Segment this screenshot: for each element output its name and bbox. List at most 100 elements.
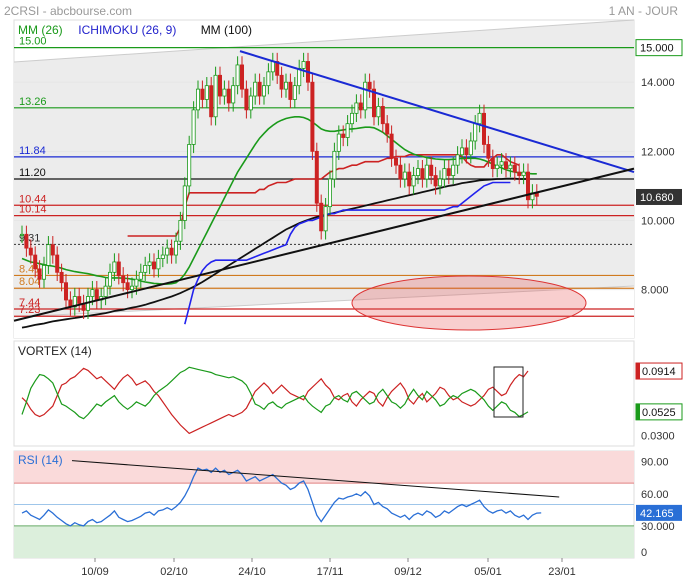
price-candle-body — [187, 144, 192, 187]
price-candle-body — [37, 268, 42, 280]
price-candle-body — [19, 233, 24, 236]
price-candle-body — [332, 150, 337, 180]
price-candle-body — [354, 102, 359, 114]
price-candle-body — [508, 164, 513, 170]
price-candle-body — [165, 247, 170, 256]
price-candle-body — [336, 133, 341, 152]
price-candle-body — [376, 106, 381, 118]
vortex-value-tag-swatch — [636, 403, 640, 420]
price-candle-body — [143, 265, 148, 273]
price-legend-item: MM (100) — [201, 23, 252, 37]
price-candle-body — [77, 296, 82, 304]
price-candle-body — [147, 261, 152, 266]
vortex-value-tag-label: 0.0914 — [642, 366, 676, 378]
last-price-label: 10.680 — [640, 192, 674, 204]
price-candle-body — [275, 61, 280, 76]
price-level-label: 11.20 — [19, 167, 46, 179]
price-candle-body — [424, 164, 429, 180]
x-axis-tick-label: 23/01 — [548, 566, 576, 578]
price-candle-body — [50, 244, 55, 256]
price-candle-body — [517, 171, 522, 176]
price-candle-body — [393, 157, 398, 166]
price-candle-body — [468, 140, 473, 156]
vortex-plot-background — [13, 340, 635, 447]
price-candle-body — [297, 67, 302, 87]
price-level-label: 11.84 — [19, 145, 46, 157]
price-candle-body — [90, 289, 95, 297]
price-candle-body — [442, 168, 447, 180]
price-candle-body — [495, 164, 500, 170]
rsi-axis-tick-label: 0 — [641, 547, 647, 559]
price-candle-body — [526, 171, 531, 201]
price-candle-body — [455, 154, 460, 166]
price-axis-tick-label: 8.000 — [641, 285, 669, 297]
price-candle-body — [217, 74, 222, 97]
rsi-overbought-zone — [14, 451, 634, 484]
price-candle-body — [169, 247, 174, 256]
highlight-ellipse — [351, 275, 587, 331]
price-candle-body — [112, 261, 117, 273]
price-candle-body — [473, 123, 478, 142]
price-candle-body — [319, 202, 324, 232]
chart-period-label: 1 AN - JOUR — [609, 4, 679, 18]
rsi-trendline — [71, 460, 560, 498]
x-axis-tick-label: 02/10 — [160, 566, 188, 578]
x-axis-tick-label: 09/12 — [394, 566, 422, 578]
price-level-label: 10.14 — [19, 204, 47, 216]
price-candle-body — [257, 81, 262, 97]
price-candle-body — [239, 64, 244, 90]
rsi-lines — [21, 460, 560, 527]
vortex-value-tag-swatch — [636, 363, 640, 380]
price-candle-body — [244, 88, 249, 111]
price-candle-body — [64, 282, 69, 301]
price-candle-body — [213, 74, 218, 118]
price-candle-body — [420, 168, 425, 180]
x-axis-tick-label: 05/01 — [474, 566, 502, 578]
price-candle-body — [283, 81, 288, 90]
price-level-tag-label: 15.000 — [640, 43, 674, 55]
price-trendlines — [13, 50, 635, 322]
price-candle-body — [266, 71, 271, 87]
price-candle-body — [134, 278, 139, 287]
price-candle-body — [151, 261, 156, 270]
price-candle-body — [116, 261, 121, 277]
rsi-oversold-zone — [14, 525, 634, 558]
price-candle-body — [323, 206, 328, 232]
price-candle-body — [55, 254, 60, 273]
price-candle-body — [437, 178, 442, 187]
price-candle-body — [398, 164, 403, 180]
price-candle-body — [103, 285, 108, 297]
ichimoku-kijun-line — [127, 154, 520, 237]
price-candle-body — [288, 81, 293, 100]
price-candle-body — [385, 123, 390, 135]
price-candle-body — [204, 85, 209, 100]
price-candle-body — [415, 168, 420, 176]
vortex-axis-tick-label: 0.0300 — [641, 431, 675, 443]
price-candle-body — [108, 271, 113, 287]
price-candles — [19, 52, 539, 319]
price-candle-body — [363, 81, 368, 111]
price-candle-body — [270, 61, 275, 73]
price-axis: 14.000 12.000 10.000 8.000 15.000 10.680 — [635, 39, 683, 297]
price-level-label: 7.44 — [19, 297, 40, 309]
price-candle-body — [160, 254, 165, 259]
descending-trendline — [239, 50, 635, 174]
price-candle-body — [486, 144, 491, 159]
rsi-axis-tick-label: 30.000 — [641, 521, 675, 533]
price-candle-body — [512, 164, 517, 173]
rsi-panel: RSI (14) 90.00 60.00 30.000 0 42.165 — [13, 450, 682, 559]
price-candle-body — [327, 178, 332, 208]
price-candle-body — [173, 240, 178, 256]
vortex-title: VORTEX (14) — [18, 344, 92, 358]
price-axis-tick-label: 14.000 — [641, 77, 675, 89]
price-candle-body — [94, 289, 99, 301]
price-legend-item: ICHIMOKU (26, 9) — [78, 23, 176, 37]
price-candle-body — [200, 88, 205, 100]
price-indicator-lines — [21, 116, 537, 329]
ichimoku-senkou-line — [184, 181, 511, 325]
price-candle-body — [129, 285, 134, 291]
price-candle-body — [226, 88, 231, 104]
x-axis-tick-label: 10/09 — [81, 566, 109, 578]
price-candle-body — [261, 85, 266, 97]
price-candle-body — [310, 81, 315, 152]
